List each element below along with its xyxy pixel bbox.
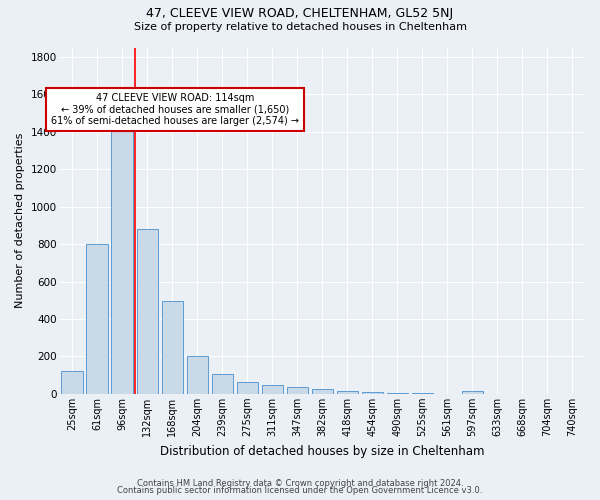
Text: 47, CLEEVE VIEW ROAD, CHELTENHAM, GL52 5NJ: 47, CLEEVE VIEW ROAD, CHELTENHAM, GL52 5… (146, 8, 454, 20)
Bar (161, 301, 183, 394)
Bar (137, 229, 158, 394)
Bar (311, 389, 333, 394)
Bar (187, 356, 208, 394)
Bar (86, 244, 108, 394)
Bar (212, 374, 233, 394)
Bar (337, 390, 358, 394)
X-axis label: Distribution of detached houses by size in Cheltenham: Distribution of detached houses by size … (160, 444, 485, 458)
Bar (262, 385, 283, 394)
Bar (112, 115, 133, 394)
Bar (387, 393, 408, 394)
Bar (462, 392, 483, 394)
Text: Contains HM Land Registry data © Crown copyright and database right 2024.: Contains HM Land Registry data © Crown c… (137, 478, 463, 488)
Bar (236, 382, 258, 394)
Bar (362, 392, 383, 394)
Text: Size of property relative to detached houses in Cheltenham: Size of property relative to detached ho… (133, 22, 467, 32)
Text: Contains public sector information licensed under the Open Government Licence v3: Contains public sector information licen… (118, 486, 482, 495)
Bar (61, 372, 83, 394)
Text: 47 CLEEVE VIEW ROAD: 114sqm
← 39% of detached houses are smaller (1,650)
61% of : 47 CLEEVE VIEW ROAD: 114sqm ← 39% of det… (51, 92, 299, 126)
Bar (287, 388, 308, 394)
Y-axis label: Number of detached properties: Number of detached properties (15, 133, 25, 308)
